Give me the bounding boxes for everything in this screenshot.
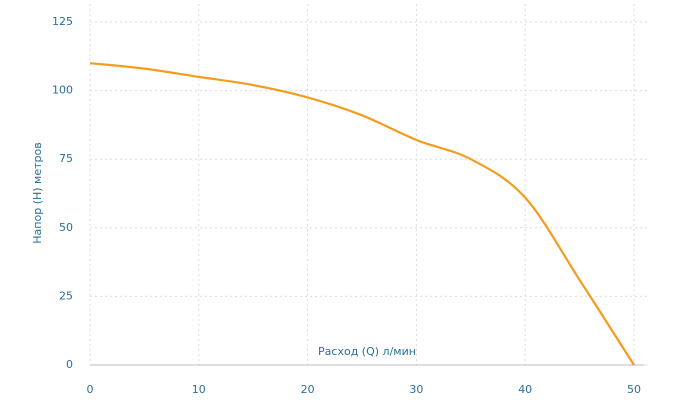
y-tick-label: 25 <box>59 289 73 302</box>
x-tick-label: 30 <box>409 383 423 396</box>
y-tick-label: 50 <box>59 221 73 234</box>
y-axis-label: Напор (H) метров <box>31 142 44 243</box>
x-tick-label: 50 <box>627 383 641 396</box>
x-tick-label: 20 <box>301 383 315 396</box>
y-tick-label: 125 <box>52 15 73 28</box>
x-tick-label: 10 <box>192 383 206 396</box>
line <box>89 62 635 366</box>
x-tick-label: 40 <box>518 383 532 396</box>
y-tick-label: 0 <box>66 358 73 371</box>
x-axis-label: Расход (Q) л/мин <box>318 345 416 358</box>
x-tick-label: 0 <box>87 383 94 396</box>
y-tick-label: 75 <box>59 152 73 165</box>
y-tick-label: 100 <box>52 84 73 97</box>
